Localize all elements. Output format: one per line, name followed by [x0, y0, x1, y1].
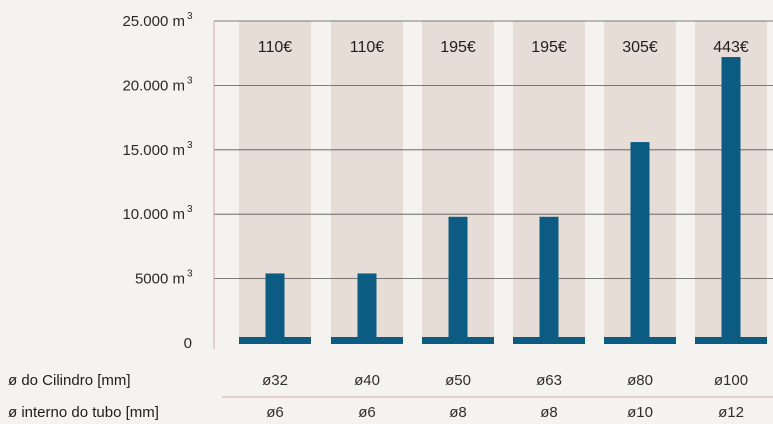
- row-0-cell-3: ø63: [536, 372, 562, 389]
- row-label-0: ø do Cilindro [mm]: [8, 372, 131, 389]
- ytick-label-5: 25.000 m: [122, 13, 185, 30]
- bar-base-0: [239, 337, 311, 344]
- row-0-cell-1: ø40: [354, 372, 380, 389]
- ytick-label-1: 5000 m: [135, 271, 185, 288]
- row-1-cell-0: ø6: [266, 404, 284, 421]
- bar-base-4: [604, 337, 676, 344]
- row-1-cell-4: ø10: [627, 404, 653, 421]
- bar-3: [539, 216, 559, 343]
- row-0-cell-2: ø50: [445, 372, 471, 389]
- ytick-sup-2: 3: [187, 204, 193, 215]
- price-label-5: 443€: [713, 39, 749, 56]
- row-0-cell-5: ø100: [714, 372, 748, 389]
- ytick-sup-5: 3: [187, 11, 193, 22]
- price-label-2: 195€: [440, 39, 476, 56]
- row-1-cell-3: ø8: [540, 404, 558, 421]
- row-1-cell-5: ø12: [718, 404, 744, 421]
- ytick-label-3: 15.000 m: [122, 142, 185, 159]
- ytick-label-0: 0: [184, 335, 192, 352]
- bar-base-5: [695, 337, 767, 344]
- row-label-1: ø interno do tubo [mm]: [8, 404, 159, 421]
- row-0-cell-0: ø32: [262, 372, 288, 389]
- ytick-sup-1: 3: [187, 269, 193, 280]
- ytick-label-4: 20.000 m: [122, 77, 185, 94]
- price-label-1: 110€: [350, 39, 385, 56]
- ytick-sup-4: 3: [187, 75, 193, 86]
- row-0-cell-4: ø80: [627, 372, 653, 389]
- row-1-cell-2: ø8: [449, 404, 467, 421]
- bar-2: [448, 216, 468, 343]
- ytick-sup-3: 3: [187, 140, 193, 151]
- bar-base-1: [331, 337, 403, 344]
- bar-5: [721, 57, 741, 344]
- row-1-cell-1: ø6: [358, 404, 376, 421]
- bar-base-2: [422, 337, 494, 344]
- bar-1: [357, 273, 377, 343]
- bar-0: [265, 273, 285, 343]
- bar-base-3: [513, 337, 585, 344]
- price-label-4: 305€: [622, 39, 658, 56]
- price-label-3: 195€: [531, 39, 567, 56]
- price-label-0: 110€: [258, 39, 293, 56]
- bar-4: [630, 142, 650, 343]
- ytick-label-2: 10.000 m: [122, 206, 185, 223]
